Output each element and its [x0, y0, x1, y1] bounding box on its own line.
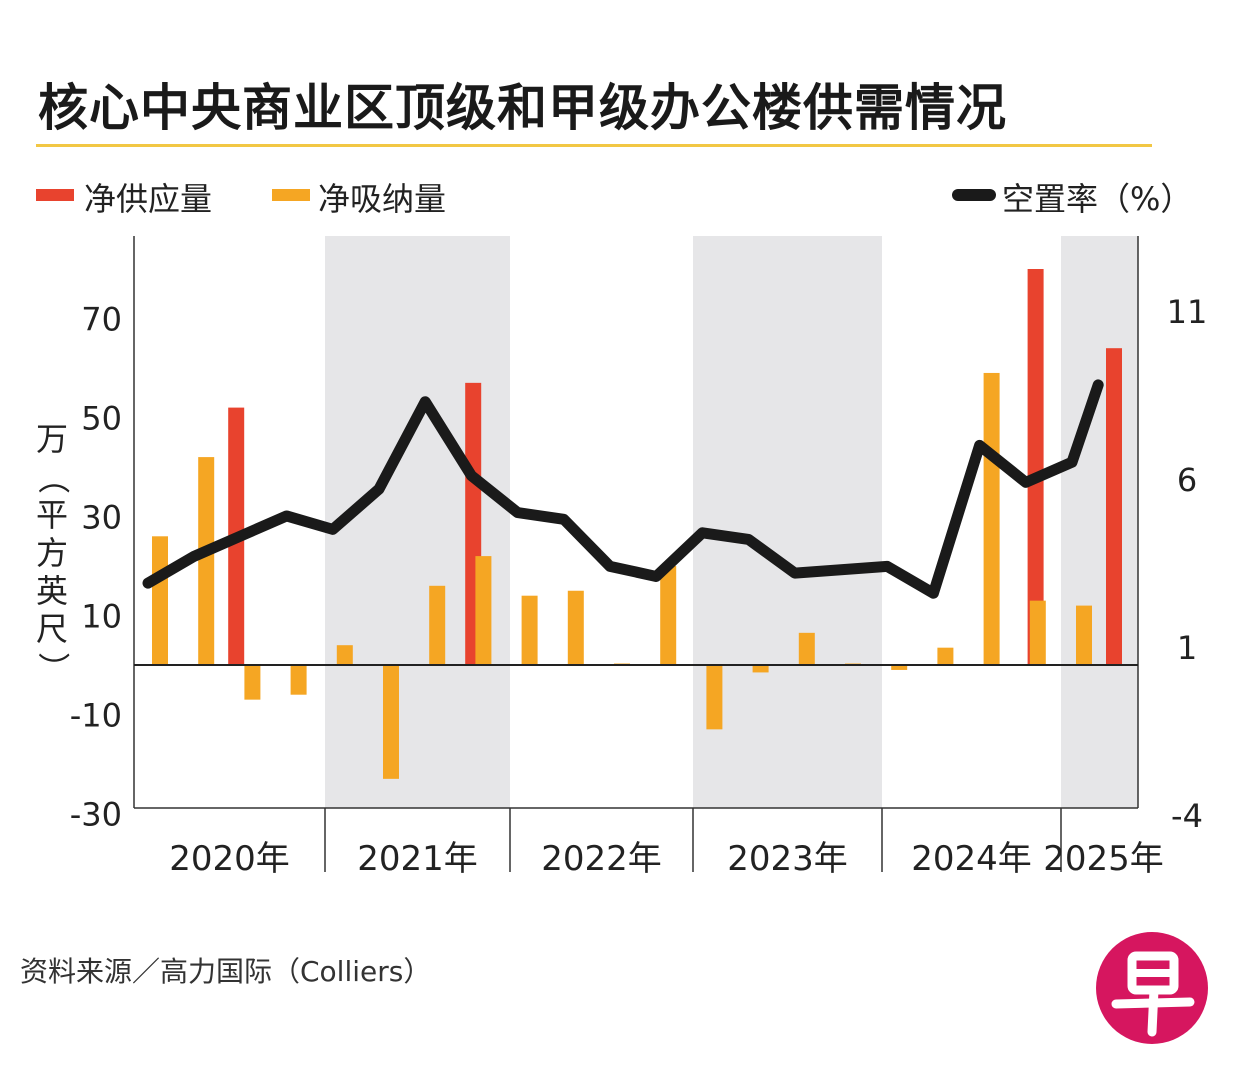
bar-absorption-2020Q2 [198, 457, 215, 665]
bar-absorption-2023Q2 [752, 665, 769, 673]
bar-absorption-2022Q4 [660, 566, 677, 665]
vacancy-point-2024Q4 [1025, 481, 1027, 483]
bar-absorption-2023Q1 [706, 665, 723, 730]
bar-absorption-2024Q3 [983, 372, 1000, 665]
legend-label-supply: 净供应量 [84, 180, 213, 218]
title-underline [36, 144, 1152, 147]
source-note: 资料来源／高力国际（Colliers） [20, 955, 432, 988]
vacancy-point-2021Q3 [424, 401, 426, 403]
y-left-tick-label: -10 [70, 697, 122, 735]
bar-absorption-2020Q4 [290, 665, 307, 695]
y-axis-label-char: 平 [36, 496, 68, 534]
legend-swatch-vacancy [952, 189, 996, 201]
bar-absorption-2024Q2 [937, 647, 954, 665]
bar-supply-2024Q3 [1027, 269, 1044, 665]
bar-absorption-2021Q4 [475, 556, 492, 665]
bar-absorption-2022Q1 [521, 595, 538, 665]
year-label-2023年: 2023年 [727, 839, 848, 879]
bar-absorption-2025Q1 [1076, 605, 1092, 665]
vacancy-point-2024Q3 [979, 444, 981, 446]
y-axis-label-char: 万 [36, 420, 68, 458]
y-axis-label-char: ） [34, 652, 72, 684]
bar-supply-2025Q1 [1106, 348, 1122, 665]
vacancy-point-2022Q3 [609, 565, 611, 567]
bar-absorption-2021Q3 [429, 585, 446, 665]
y-axis-label-char: 英 [36, 572, 68, 610]
y-right-tick-label: 11 [1167, 293, 1208, 331]
bar-absorption-2022Q2 [567, 590, 584, 665]
vacancy-point-2022Q1 [517, 512, 519, 514]
legend-label-vacancy: 空置率（%） [1002, 180, 1193, 218]
year-label-2020年: 2020年 [169, 839, 290, 879]
y-right-tick-label: -4 [1171, 797, 1203, 835]
bar-absorption-2024Q4 [1029, 600, 1046, 665]
vacancy-point-2022Q2 [563, 518, 565, 520]
vacancy-point-2021Q2 [378, 488, 380, 490]
legend-swatch-supply [36, 189, 74, 201]
vacancy-point-2024Q1 [886, 565, 888, 567]
vacancy-line [142, 379, 1104, 599]
legend-swatch-absorption [272, 189, 310, 201]
vacancy-point-2021Q4 [470, 475, 472, 477]
bar-absorption-2024Q1 [891, 665, 908, 670]
zaobao-logo [1096, 932, 1208, 1044]
vacancy-point-2025Q1 [1071, 461, 1073, 463]
y-left-tick-label: 50 [81, 400, 122, 438]
year-shade-4 [693, 236, 882, 808]
y-axis-label-char: （ [34, 462, 72, 494]
vacancy-point-2024Q2 [932, 592, 934, 594]
vacancy-point-2020Q1 [147, 582, 149, 584]
y-right-tick-label: 1 [1177, 629, 1197, 667]
y-right-tick-label: 6 [1177, 461, 1197, 499]
y-left-tick-label: 10 [81, 598, 122, 636]
bar-absorption-2021Q2 [383, 665, 399, 779]
bar-absorption-2020Q3 [244, 665, 261, 700]
vacancy-point-2023Q3 [794, 572, 796, 574]
y-axis-label-char: 尺 [36, 610, 68, 648]
vacancy-point-2023Q1 [701, 532, 703, 534]
vacancy-point-2021Q1 [332, 528, 334, 530]
vacancy-point-2020Q4 [286, 515, 288, 517]
y-left-tick-label: 30 [81, 499, 122, 537]
y-left-tick-label: 70 [81, 301, 122, 339]
vacancy-point-2023Q4 [840, 569, 842, 571]
vacancy-point-2023Q2 [748, 538, 750, 540]
vacancy-point-2022Q4 [655, 575, 657, 577]
bar-absorption-2020Q1 [152, 536, 168, 665]
bar-absorption-2023Q3 [798, 632, 815, 665]
year-label-2021年: 2021年 [357, 839, 478, 879]
legend-label-absorption: 净吸纳量 [318, 180, 447, 218]
year-label-2022年: 2022年 [541, 839, 662, 879]
year-shade-6 [1061, 236, 1138, 808]
vacancy-point-2025Q2 [1097, 384, 1099, 386]
chart-title: 核心中央商业区顶级和甲级办公楼供需情况 [38, 79, 1007, 137]
vacancy-point-2020Q3 [239, 535, 241, 537]
y-axis-label-char: 方 [36, 534, 68, 572]
year-label-2024年: 2024年 [911, 839, 1032, 879]
year-label-2025年: 2025年 [1043, 839, 1164, 879]
bar-absorption-2021Q1 [336, 645, 353, 665]
y-left-tick-label: -30 [70, 796, 122, 834]
year-shade-2 [325, 236, 510, 808]
vacancy-point-2020Q2 [193, 555, 195, 557]
